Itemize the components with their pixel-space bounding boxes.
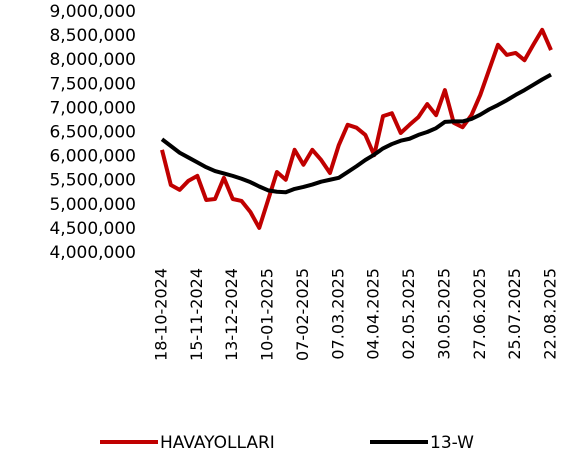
y-tick-label: 4,000,000 — [49, 243, 136, 263]
y-tick-label: 9,000,000 — [49, 2, 136, 22]
y-tick-label: 6,500,000 — [49, 123, 136, 143]
x-tick-label: 27.06.2025 — [470, 268, 489, 360]
y-tick-label: 4,500,000 — [49, 219, 136, 239]
legend-label: HAVAYOLLARI — [160, 433, 275, 453]
x-tick-label: 15-11-2024 — [187, 268, 206, 361]
x-tick-label: 22.08.2025 — [541, 268, 560, 360]
y-tick-label: 7,500,000 — [49, 74, 136, 94]
y-tick-label: 6,000,000 — [49, 147, 136, 167]
y-tick-label: 5,500,000 — [49, 171, 136, 191]
line-series — [160, 27, 553, 230]
x-tick-label: 07-02-2025 — [293, 268, 312, 361]
y-tick-label: 7,000,000 — [49, 98, 136, 118]
x-tick-label: 10-01-2025 — [258, 268, 277, 361]
x-tick-label: 07.03.2025 — [328, 268, 347, 360]
y-tick-label: 8,500,000 — [49, 26, 136, 46]
x-tick-label: 13-12-2024 — [222, 268, 241, 361]
x-tick-label: 02.05.2025 — [399, 268, 418, 360]
x-tick-label: 25.07.2025 — [505, 268, 524, 360]
legend-label: 13-W — [430, 433, 474, 453]
x-tick-label: 04.04.2025 — [364, 268, 383, 360]
x-tick-label: 18-10-2024 — [152, 268, 171, 361]
y-tick-label: 8,000,000 — [49, 50, 136, 70]
line-series — [160, 72, 552, 195]
y-tick-label: 5,000,000 — [49, 195, 136, 215]
x-tick-label: 30.05.2025 — [434, 268, 453, 360]
